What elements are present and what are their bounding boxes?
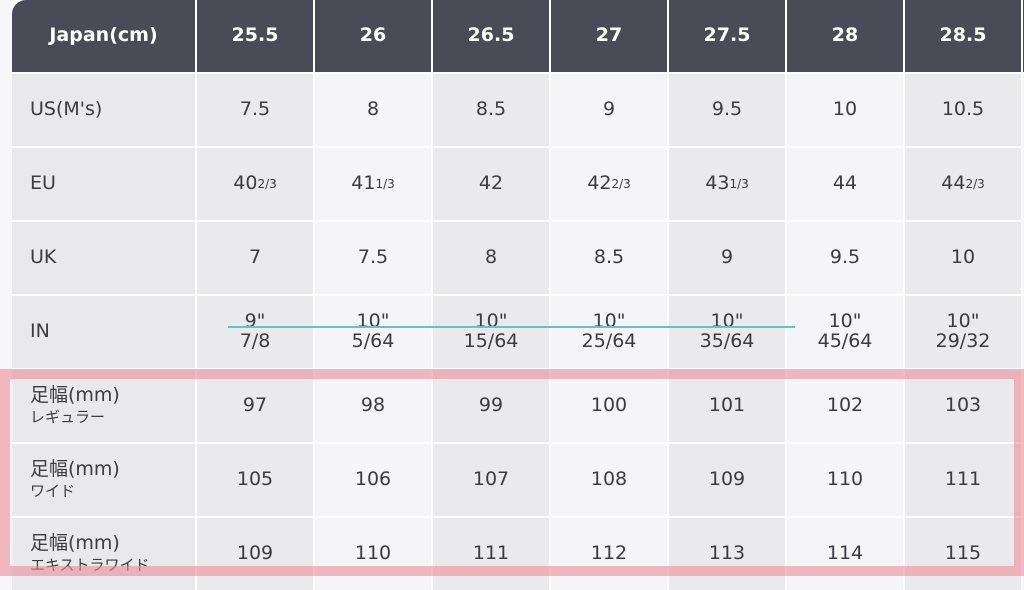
table-cell: 41 1/3 [315,148,431,220]
row-label: UK [12,222,195,294]
inch-fraction: 7/8 [239,330,271,352]
table-cell: 98 [315,370,431,442]
row-label-main: 足幅(mm) [30,458,120,481]
table-cell: 101 [669,370,785,442]
table-cell: 102 [787,370,903,442]
annotation-line [228,326,795,328]
table-cell: 10" 29/32 [905,296,1021,368]
inch-fraction: 29/32 [935,330,991,352]
row-label: EU [12,148,195,220]
table-cell: 10" 45/64 [787,296,903,368]
table-cell: 108 [551,444,667,516]
inch-whole: 10" [710,310,744,333]
table-cell: 107 [433,444,549,516]
header-size: 27.5 [669,0,785,72]
header-size: 25.5 [197,0,313,72]
value-fraction: 1/3 [729,176,749,191]
table-cell: 10 [905,222,1021,294]
table-cell: 10" 25/64 [551,296,667,368]
inch-whole: 10" [356,310,390,333]
value-fraction: 1/3 [375,176,395,191]
value-main: 41 [351,172,376,195]
row-label: IN [12,296,195,368]
inch-fraction: 25/64 [581,330,637,352]
size-chart-table: Japan(cm) 25.5 26 26.5 27 27.5 28 28.5 US(M's) 7.… [12,0,1024,590]
table-cell: 44 [787,148,903,220]
inch-fraction: 35/64 [699,330,755,352]
table-cell: 99 [433,370,549,442]
header-size: 27 [551,0,667,72]
table-cell: 8 [315,74,431,146]
table-cell: 10" 5/64 [315,296,431,368]
inch-fraction: 15/64 [463,330,519,352]
value-main: 44 [832,172,858,195]
table-cell: 42 2/3 [551,148,667,220]
value-main: 42 [587,172,612,195]
inch-whole: 10" [828,310,862,333]
header-label: Japan(cm) [12,0,195,72]
table-cell: 8 [433,222,549,294]
value-fraction: 2/3 [965,176,985,191]
value-main: 43 [705,172,730,195]
header-size: 26.5 [433,0,549,72]
table-cell: 40 2/3 [197,148,313,220]
row-label: 足幅(mm) レギュラー [12,370,195,442]
table-cell: 9 [669,222,785,294]
table-cell: 97 [197,370,313,442]
inch-whole: 10" [946,310,980,333]
table-cell: 43 1/3 [669,148,785,220]
table-cell: 7.5 [315,222,431,294]
table-cell: 8.5 [551,222,667,294]
header-size: 28 [787,0,903,72]
table-cell: 9 [551,74,667,146]
row-label-sub: レギュラー [30,408,106,427]
inch-whole: 10" [592,310,626,333]
row-label-sub: ワイド [30,482,76,501]
value-main: 42 [478,172,504,195]
table-cell: 42 [433,148,549,220]
header-size: 26 [315,0,431,72]
table-cell: 10" 35/64 [669,296,785,368]
inch-whole: 10" [474,310,508,333]
table-cell: 110 [787,444,903,516]
table-cell: 10" 15/64 [433,296,549,368]
table-cell: 44 2/3 [905,148,1021,220]
table-cell: 9.5 [787,222,903,294]
inch-fraction: 45/64 [817,330,873,352]
value-fraction: 2/3 [257,176,277,191]
highlight-box-foot-width [0,369,1024,576]
table-cell: 105 [197,444,313,516]
inch-fraction: 5/64 [351,330,395,352]
table-cell: 106 [315,444,431,516]
header-size: 28.5 [905,0,1021,72]
table-cell: 7.5 [197,74,313,146]
table-cell: 10.5 [905,74,1021,146]
row-label: 足幅(mm) ワイド [12,444,195,516]
value-fraction: 2/3 [611,176,631,191]
row-label: US(M's) [12,74,195,146]
table-cell: 100 [551,370,667,442]
table-cell: 111 [905,444,1021,516]
table-cell: 109 [669,444,785,516]
inch-whole: 9" [244,310,266,333]
value-main: 40 [233,172,258,195]
table-cell: 8.5 [433,74,549,146]
row-label-main: 足幅(mm) [30,532,120,555]
table-cell: 10 [787,74,903,146]
value-main: 44 [941,172,966,195]
table-cell: 103 [905,370,1021,442]
table-cell: 9.5 [669,74,785,146]
table-cell: 9" 7/8 [197,296,313,368]
row-label-main: 足幅(mm) [30,384,120,407]
table-cell: 7 [197,222,313,294]
